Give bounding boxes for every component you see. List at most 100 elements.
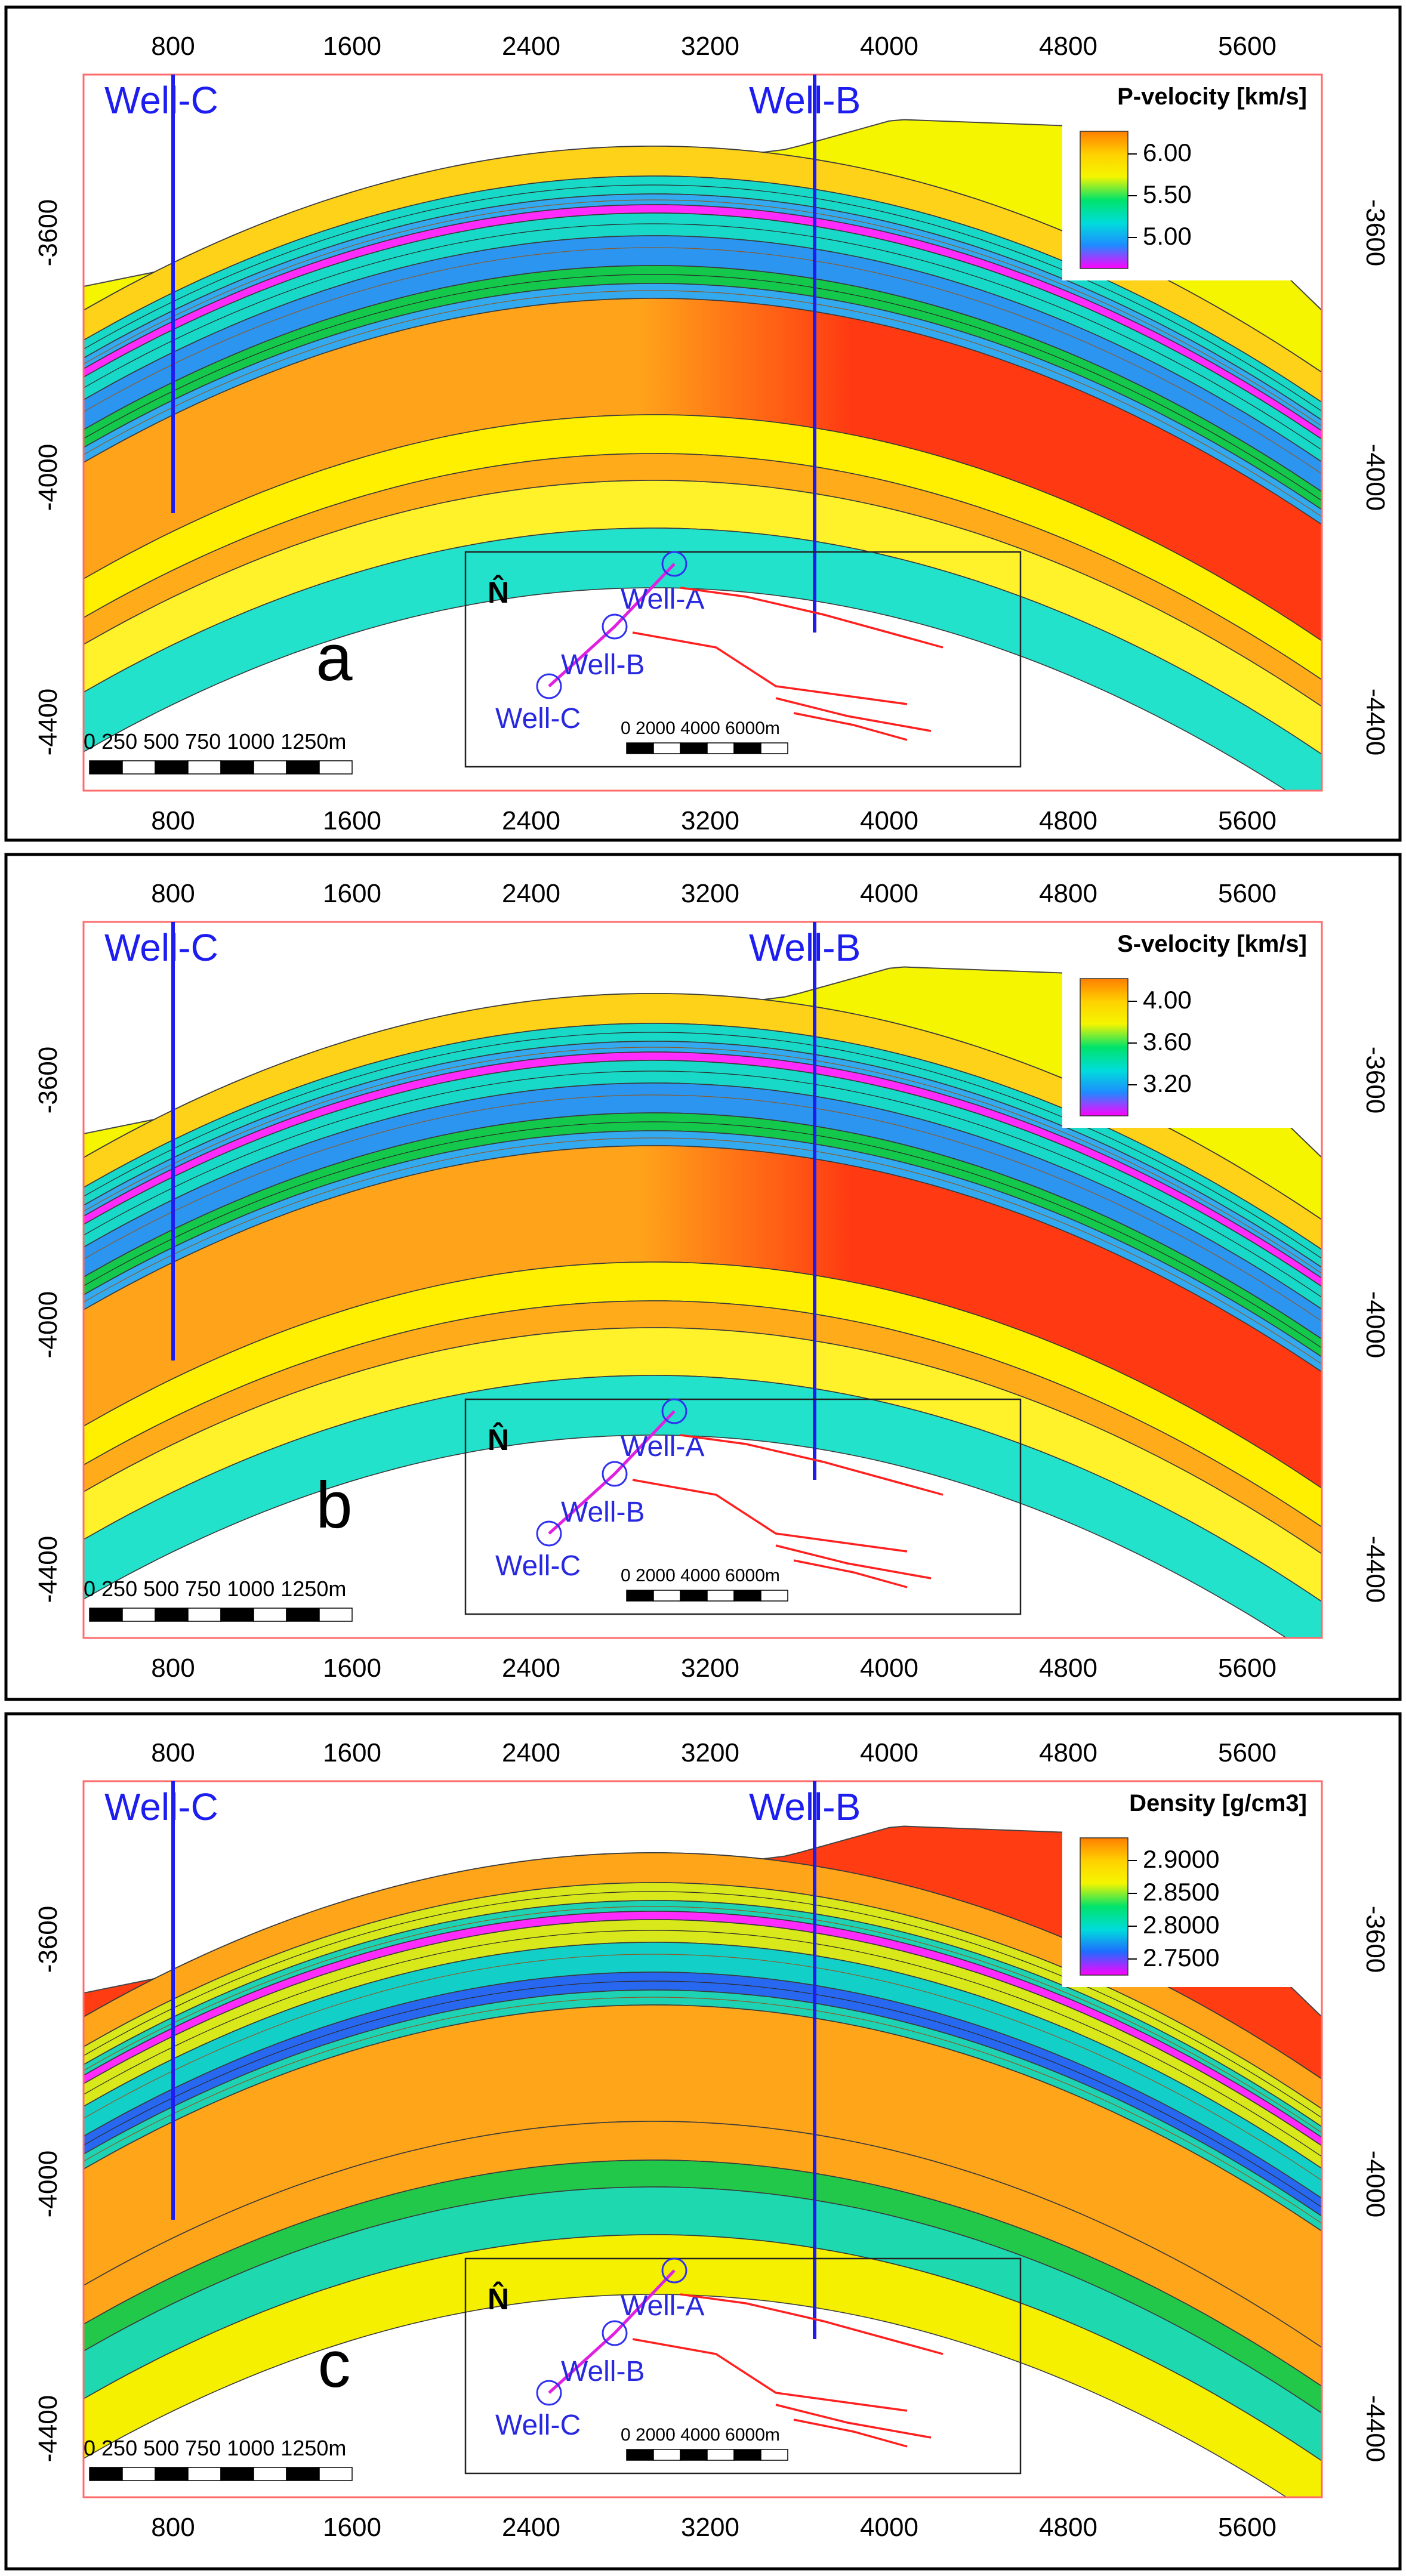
inset-fault-line	[775, 697, 932, 732]
legend-tick-label: 2.7500	[1143, 1943, 1219, 1972]
horizon-line	[84, 1997, 1322, 2224]
inset-fault-line	[793, 712, 908, 741]
x-tick-bottom: 2400	[502, 806, 560, 835]
x-tick-top: 1600	[323, 1738, 381, 1767]
x-tick-top: 5600	[1218, 32, 1276, 61]
x-tick-top: 4000	[860, 32, 918, 61]
y-tick-right: -3600	[1361, 1047, 1390, 1114]
main-scale-segment	[155, 2467, 189, 2481]
inset-well-c-label: Well-C	[495, 2410, 581, 2441]
inset-scale-segment	[707, 2449, 735, 2461]
inset-map-box	[464, 1398, 1022, 1615]
legend-title: S-velocity [km/s]	[1117, 931, 1307, 957]
legend-tick-label: 3.60	[1143, 1028, 1192, 1056]
x-tick-bottom: 3200	[681, 806, 739, 835]
north-arrow-label: N̂	[488, 1422, 509, 1457]
plot-border	[82, 1780, 1323, 2498]
inset-scale-segment	[626, 2449, 654, 2461]
x-tick-top: 800	[151, 1738, 195, 1767]
inset-fault-line	[775, 2404, 932, 2439]
inset-fault-line	[632, 2338, 908, 2412]
inset-scale-segment	[653, 2449, 681, 2461]
inset-well-symbol	[602, 613, 628, 640]
main-scale-segment	[220, 760, 254, 775]
legend-tick-label: 2.8000	[1143, 1911, 1219, 1939]
main-scale-label: 0 250 500 750 1000 1250m	[84, 729, 346, 754]
inset-well-line	[548, 2269, 676, 2394]
x-tick-bottom: 3200	[681, 2513, 739, 2542]
section-svg-b: 800 1600 2400 3200 4000 4800 5600 800 1600 2400 32…	[4, 853, 1402, 1701]
x-tick-bottom: 3200	[681, 1653, 739, 1683]
y-tick-left: -3600	[33, 199, 63, 267]
inset-well-symbol	[661, 551, 687, 577]
x-tick-top: 4800	[1039, 32, 1097, 61]
main-scale-segment	[220, 2467, 254, 2481]
x-tick-bottom: 1600	[323, 806, 381, 835]
x-tick-top: 3200	[681, 32, 739, 61]
main-scale-segment	[89, 2467, 123, 2481]
legend-colorbar	[1080, 978, 1128, 1116]
layer-stack	[84, 966, 1322, 1638]
inset-well-symbol	[661, 2257, 687, 2284]
x-tick-bottom: 4000	[860, 1653, 918, 1683]
layer-stack	[84, 1825, 1322, 2497]
inset-well-symbol	[661, 1398, 687, 1424]
section-svg-a: 800 1600 2400 3200 4000 4800 5600 800 1600 2400 32…	[4, 5, 1402, 842]
inset-well-symbol	[602, 2320, 628, 2346]
panel-letter: c	[318, 2328, 351, 2401]
horizon-line	[84, 184, 1322, 412]
y-tick-right: -4000	[1361, 444, 1390, 511]
x-tick-bottom: 800	[151, 2513, 195, 2542]
inset-well-line	[548, 1410, 676, 1535]
x-tick-top: 800	[151, 32, 195, 61]
main-scale-segment	[220, 1608, 254, 1622]
main-scale-segment	[286, 760, 320, 775]
main-scale-segment	[319, 760, 353, 775]
well-c-label: Well-C	[104, 926, 218, 969]
horizon-line	[84, 274, 1322, 501]
main-scale-segment	[253, 2467, 287, 2481]
main-scale-segment	[187, 2467, 221, 2481]
x-tick-bottom: 4000	[860, 806, 918, 835]
base-layer	[84, 527, 1322, 791]
y-tick-left: -4400	[33, 2395, 63, 2463]
base-layer	[84, 1375, 1322, 1638]
legend-colorbar	[1080, 1837, 1128, 1976]
well-b-label: Well-B	[749, 79, 861, 122]
y-tick-left: -4400	[33, 689, 63, 756]
main-scale-segment	[319, 1608, 353, 1622]
inset-scale-segment	[760, 1590, 788, 1602]
legend-tick-label: 5.50	[1143, 180, 1192, 208]
inset-scale-segment	[653, 742, 681, 754]
y-tick-right: -4000	[1361, 2151, 1390, 2218]
inset-well-symbol	[602, 1461, 628, 1487]
horizon-line	[84, 1094, 1322, 1322]
plot-border	[82, 921, 1323, 1639]
x-tick-top: 2400	[502, 1738, 560, 1767]
inset-scale-segment	[733, 1590, 761, 1602]
x-tick-top: 3200	[681, 879, 739, 908]
panel-letter: a	[316, 621, 353, 695]
inset-scale-segment	[733, 2449, 761, 2461]
panel-letter: b	[316, 1469, 352, 1542]
main-scale-segment	[122, 760, 156, 775]
y-tick-left: -4400	[33, 1536, 63, 1603]
inset-scale-segment	[733, 742, 761, 754]
main-scale-segment	[253, 1608, 287, 1622]
inset-fault-line	[793, 1559, 908, 1588]
horizon-line	[84, 199, 1322, 427]
panel-a: 800 1600 2400 3200 4000 4800 5600 800 1600 2400 32…	[0, 0, 1406, 847]
main-scale-label: 0 250 500 750 1000 1250m	[84, 1577, 346, 1601]
main-scale-segment	[286, 2467, 320, 2481]
y-tick-left: -4000	[33, 444, 63, 511]
horizon-line	[84, 1121, 1322, 1349]
north-arrow-label: N̂	[488, 575, 509, 609]
legend-title: P-velocity [km/s]	[1117, 84, 1307, 110]
horizon-line	[84, 1137, 1322, 1365]
y-tick-left: -4000	[33, 2151, 63, 2218]
panel-b: 800 1600 2400 3200 4000 4800 5600 800 1600 2400 32…	[0, 847, 1406, 1707]
inset-well-b-label: Well-B	[561, 2356, 645, 2387]
legend-tick-label: 2.9000	[1143, 1845, 1219, 1873]
y-tick-right: -4400	[1361, 2395, 1390, 2463]
main-scale-segment	[155, 1608, 189, 1622]
